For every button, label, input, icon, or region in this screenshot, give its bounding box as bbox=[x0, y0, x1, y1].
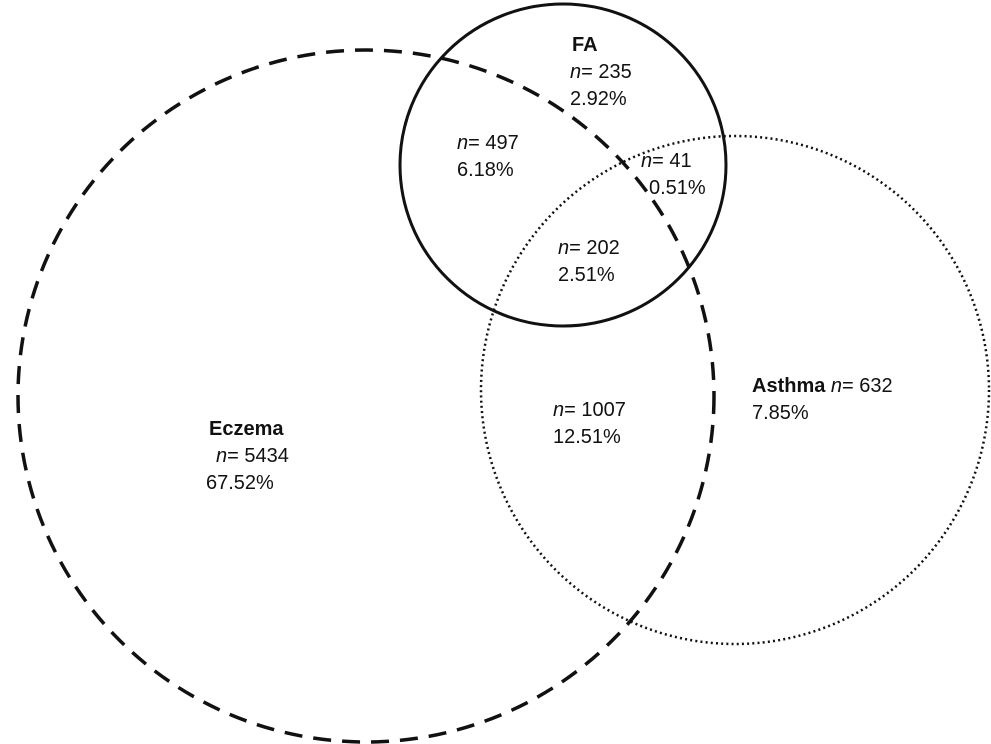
fa-circle bbox=[398, 2, 728, 328]
asthma-circle bbox=[479, 134, 991, 646]
fa-asthma-label: n= 41 0.51% bbox=[641, 148, 706, 202]
all-three-count: n= 202 bbox=[558, 237, 620, 259]
eczema-circle bbox=[16, 48, 716, 744]
eczema-only-label: Eczema n= 5434 67.52% bbox=[206, 416, 289, 497]
eczema-asthma-count: n= 1007 bbox=[553, 399, 626, 421]
asthma-only-count: Asthma n= 632 bbox=[752, 375, 893, 397]
eczema-fa-count: n= 497 bbox=[457, 132, 519, 154]
fa-only-count: n= 235 bbox=[570, 61, 632, 83]
eczema-set-name: Eczema bbox=[209, 418, 284, 440]
eczema-asthma-label: n= 1007 12.51% bbox=[553, 397, 626, 451]
eczema-only-count: n= 5434 bbox=[216, 445, 289, 467]
asthma-only-label: Asthma n= 632 7.85% bbox=[752, 373, 893, 427]
fa-only-label: FA n= 235 2.92% bbox=[570, 32, 632, 113]
asthma-only-percent: 7.85% bbox=[752, 402, 809, 424]
fa-only-percent: 2.92% bbox=[570, 88, 627, 110]
eczema-asthma-percent: 12.51% bbox=[553, 426, 621, 448]
asthma-set-name: Asthma bbox=[752, 375, 826, 397]
eczema-fa-percent: 6.18% bbox=[457, 159, 514, 181]
eczema-fa-label: n= 497 6.18% bbox=[457, 130, 519, 184]
fa-asthma-count: n= 41 bbox=[641, 150, 692, 172]
fa-set-name: FA bbox=[572, 34, 598, 56]
all-three-label: n= 202 2.51% bbox=[558, 235, 620, 289]
all-three-percent: 2.51% bbox=[558, 264, 615, 286]
fa-asthma-percent: 0.51% bbox=[649, 177, 706, 199]
eczema-only-percent: 67.52% bbox=[206, 472, 274, 494]
